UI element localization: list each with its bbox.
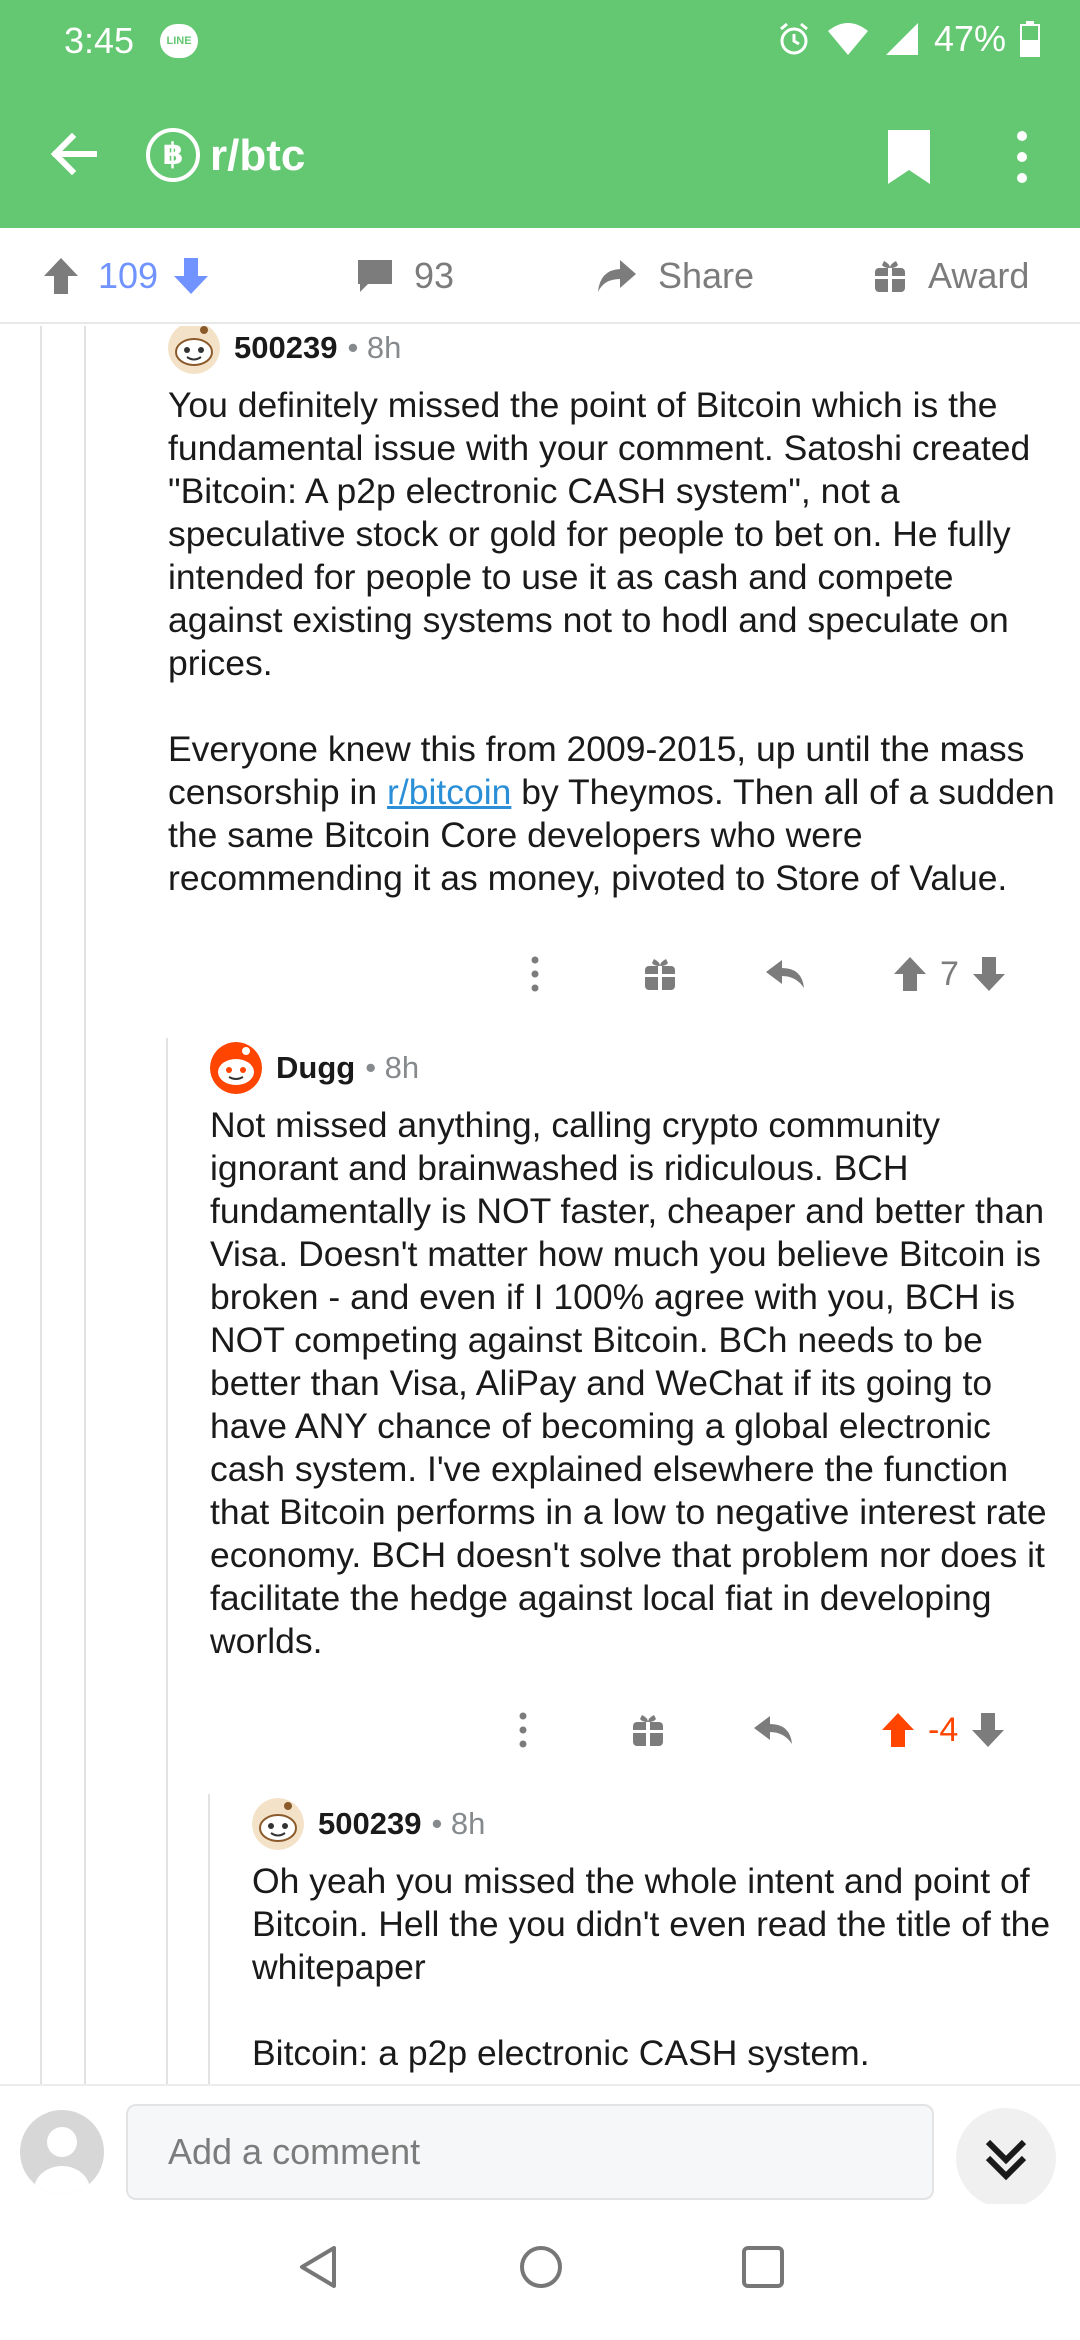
comment-text: Everyone knew this from 2009-2015, up un… [168, 729, 1025, 812]
award-button[interactable] [642, 944, 678, 1004]
snoo-avatar-icon [210, 1042, 262, 1094]
more-options-icon [519, 1712, 527, 1748]
post-score: 109 [98, 255, 159, 296]
comment-vote-control: 7 [892, 944, 1007, 1004]
gift-icon [645, 959, 675, 990]
comment-composer: Add a comment [0, 2084, 1080, 2208]
back-arrow-icon[interactable] [46, 126, 102, 182]
comment-paragraph: Bitcoin: a p2p electronic CASH system. [252, 2033, 870, 2073]
comment-paragraph: Everyone knew this from 2009-2015, up un… [168, 728, 1058, 900]
comments-count-button[interactable]: 93 [356, 228, 454, 324]
upvote-icon[interactable] [880, 1711, 916, 1749]
comment-paragraph: You definitely missed the point of Bitco… [168, 385, 1031, 683]
share-icon [598, 260, 636, 292]
reply-icon [766, 960, 804, 988]
bookmark-icon[interactable] [886, 128, 932, 186]
award-button[interactable] [630, 1700, 666, 1760]
comment-body: Oh yeah you missed the whole intent and … [252, 1860, 1064, 2075]
app-bar: ฿ r/btc [0, 84, 1080, 228]
post-action-bar: 109 93 Share Award [0, 228, 1080, 324]
status-time: 3:45 [64, 20, 135, 61]
snoo-avatar-icon [168, 326, 220, 374]
nav-recents-icon[interactable] [740, 2244, 786, 2290]
double-chevron-down-icon [985, 2139, 1027, 2181]
reply-button[interactable] [752, 1700, 794, 1760]
comment-header: 500239 • 8h [252, 1798, 1064, 1850]
signal-icon [885, 23, 918, 55]
comment-age: • 8h [365, 1050, 420, 1085]
thread-line[interactable] [84, 326, 86, 2084]
user-avatar[interactable] [20, 2110, 104, 2194]
thread-line[interactable] [166, 1038, 168, 2084]
nav-home-icon[interactable] [518, 2244, 564, 2290]
comment-age: • 8h [431, 1806, 486, 1841]
post-vote-control: 109 [42, 228, 210, 324]
battery-percent: 47% [933, 18, 1006, 59]
gift-icon [633, 1715, 663, 1746]
battery-icon [1020, 21, 1040, 57]
more-options-icon [531, 956, 539, 992]
comment-header: 500239 • 8h [168, 326, 1058, 374]
share-button[interactable]: Share [596, 228, 754, 324]
subreddit-link[interactable]: r/bitcoin [387, 772, 512, 812]
comment[interactable]: Dugg • 8h Not missed anything, calling c… [210, 1042, 1064, 1663]
share-label: Share [658, 255, 755, 296]
comment-vote-control: -4 [880, 1700, 1006, 1760]
award-label: Award [928, 255, 1030, 296]
collapse-button[interactable] [956, 2108, 1056, 2208]
award-button[interactable]: Award [872, 228, 1029, 324]
upvote-icon[interactable] [42, 256, 80, 296]
user-silhouette-icon [34, 2127, 90, 2194]
comment-author[interactable]: Dugg [276, 1050, 356, 1085]
comment-author[interactable]: 500239 [234, 330, 338, 365]
status-bar: 3:45 LINE 47% [0, 0, 1080, 84]
more-options-icon[interactable] [1010, 128, 1034, 186]
comment-actions: 7 [0, 944, 1080, 1004]
comment[interactable]: 500239 • 8h Oh yeah you missed the whole… [252, 1798, 1064, 2075]
comments-count: 93 [414, 255, 455, 296]
wifi-icon [827, 23, 868, 55]
thread-line[interactable] [40, 326, 42, 2084]
comment-icon [358, 260, 392, 292]
comment-score: 7 [940, 954, 959, 993]
comment-paragraph: Not missed anything, calling crypto comm… [210, 1105, 1047, 1661]
gift-icon [875, 261, 905, 292]
snoo-avatar-icon [252, 1798, 304, 1850]
system-nav-bar [0, 2204, 1080, 2340]
comment-header: Dugg • 8h [210, 1042, 1064, 1094]
comment[interactable]: 500239 • 8h You definitely missed the po… [168, 326, 1058, 900]
bitcoin-icon[interactable]: ฿ [146, 128, 200, 182]
comment-body: Not missed anything, calling crypto comm… [210, 1104, 1064, 1663]
comment-author[interactable]: 500239 [318, 1806, 422, 1841]
line-notification-icon: LINE [160, 24, 198, 58]
thread-line[interactable] [208, 1794, 210, 2084]
upvote-icon[interactable] [892, 955, 928, 993]
comment-paragraph: Oh yeah you missed the whole intent and … [252, 1861, 1051, 1987]
comment-age-value: 8h [384, 1050, 420, 1085]
comment-actions: -4 [0, 1700, 1080, 1760]
comment-thread: 500239 • 8h You definitely missed the po… [0, 326, 1080, 2084]
comment-score: -4 [928, 1710, 959, 1749]
comment-text: by Theymos. Then all of a sudden the sam… [168, 772, 1055, 898]
reply-icon [754, 1716, 792, 1744]
more-options-button[interactable] [508, 1700, 538, 1760]
avatar[interactable] [168, 326, 220, 374]
downvote-icon[interactable] [971, 955, 1007, 993]
reply-button[interactable] [764, 944, 806, 1004]
comment-body: You definitely missed the point of Bitco… [168, 384, 1058, 900]
alarm-icon [779, 22, 808, 55]
comment-age: • 8h [347, 330, 402, 365]
downvote-icon[interactable] [970, 1711, 1006, 1749]
status-right: 47% [776, 18, 1040, 60]
downvote-icon[interactable] [172, 256, 210, 296]
comment-age-value: 8h [450, 1806, 486, 1841]
add-comment-input[interactable]: Add a comment [126, 2104, 934, 2200]
nav-back-icon[interactable] [296, 2244, 342, 2290]
subreddit-name[interactable]: r/btc [210, 131, 306, 180]
more-options-button[interactable] [520, 944, 550, 1004]
top-bar: 3:45 LINE 47% ฿ r/bt [0, 0, 1080, 228]
comment-age-value: 8h [366, 330, 402, 365]
avatar[interactable] [210, 1042, 262, 1094]
avatar[interactable] [252, 1798, 304, 1850]
